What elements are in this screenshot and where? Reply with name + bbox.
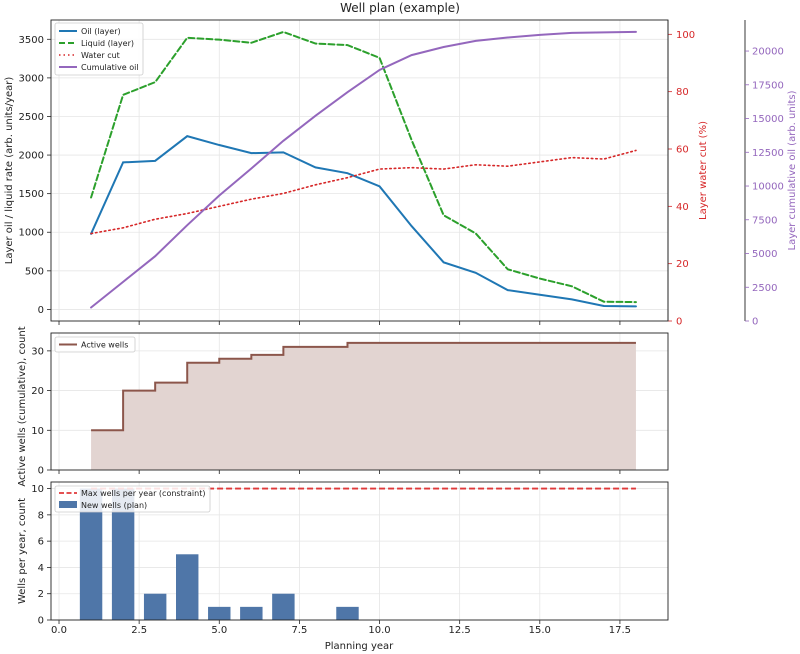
y-tick-label: 3500 <box>19 35 44 46</box>
figure-title: Well plan (example) <box>340 1 460 15</box>
right-axis-1-tick-label: 60 <box>676 145 689 156</box>
bar-year-6 <box>240 606 263 620</box>
right-axis-2-tick-label: 15000 <box>752 114 784 125</box>
legend-box <box>54 485 211 513</box>
right-axis-1-tick-label: 20 <box>676 259 689 270</box>
y-tick-label: 2 <box>38 589 44 600</box>
right-axis-1-tick-label: 0 <box>676 317 682 328</box>
y-tick-label: 0 <box>38 616 44 627</box>
x-tick-label: 12.5 <box>449 625 471 636</box>
right-axis-2-tick-label: 7500 <box>752 215 777 226</box>
y-tick-label: 2500 <box>19 112 44 123</box>
right-axis-2-tick-label: 2500 <box>752 283 777 294</box>
bar-year-9 <box>336 606 359 620</box>
y-tick-label: 4 <box>38 563 44 574</box>
legend-label: New wells (plan) <box>81 501 147 510</box>
panel-2-legend: Active wells <box>54 336 136 353</box>
active-wells-area <box>91 342 636 470</box>
series-line-1 <box>90 30 637 304</box>
legend-label: Liquid (layer) <box>81 39 134 48</box>
panel-2-frame <box>50 332 669 471</box>
y-tick-label: 0 <box>38 466 44 477</box>
x-axis-label: Planning year <box>325 641 394 652</box>
y-tick-label: 20 <box>31 386 44 397</box>
x-tick-label: 5.0 <box>211 625 227 636</box>
series-line-3 <box>90 30 637 309</box>
y-tick-label: 0 <box>38 305 44 316</box>
legend-label: Max wells per year (constraint) <box>81 489 205 498</box>
panel-3-frame <box>50 481 669 621</box>
bar-year-5 <box>208 606 231 620</box>
legend-box <box>54 336 136 353</box>
left-axis-label: Layer oil / liquid rate (arb. units/year… <box>4 77 15 265</box>
y-tick-label: 8 <box>38 510 44 521</box>
legend-label: Oil (layer) <box>81 27 121 36</box>
series-line-0 <box>90 135 637 308</box>
y-tick-label: 1000 <box>19 228 44 239</box>
y-tick-label: 500 <box>25 266 44 277</box>
right-axis-1-tick-label: 40 <box>676 202 689 213</box>
x-tick-label: 7.5 <box>291 625 307 636</box>
panel-1-legend: Oil (layer) Liquid (layer) Water cut Cumula… <box>54 22 144 76</box>
right-axis-1-tick-label: 100 <box>676 30 695 41</box>
bar-year-2 <box>111 488 135 620</box>
legend-swatch <box>59 501 77 508</box>
active-wells-step-line <box>91 341 636 432</box>
legend-box <box>54 22 144 76</box>
y-tick-label: 2000 <box>19 151 44 162</box>
x-tick-label: 10.0 <box>368 625 390 636</box>
panel-3-legend: Max wells per year (constraint) New wells… <box>54 485 211 513</box>
series-line-2 <box>90 149 637 235</box>
x-tick-label: 17.5 <box>609 625 631 636</box>
bar-year-3 <box>143 593 167 620</box>
bottom-y-axis-label: Wells per year, count <box>17 498 28 604</box>
bar-year-1 <box>79 488 103 620</box>
right-axis-2-tick-label: 17500 <box>752 80 784 91</box>
legend-label: Cumulative oil <box>81 63 139 72</box>
right-axis-1-tick-label: 80 <box>676 87 689 98</box>
panel-1-frame <box>50 19 669 322</box>
right-axis-2-tick-label: 5000 <box>752 249 777 260</box>
y-tick-label: 10 <box>31 484 44 495</box>
legend-label: Active wells <box>81 341 128 350</box>
right-axis-2-tick-label: 0 <box>752 317 758 328</box>
bar-year-4 <box>176 554 199 620</box>
y-tick-label: 30 <box>31 346 44 357</box>
x-tick-label: 0.0 <box>51 625 67 636</box>
x-tick-label: 15.0 <box>529 625 551 636</box>
x-tick-label: 2.5 <box>131 625 147 636</box>
bar-year-7 <box>272 593 295 620</box>
right-axis-2-label: Layer cumulative oil (arb. units) <box>787 90 798 250</box>
right-axis-2-tick-label: 20000 <box>752 47 784 58</box>
y-tick-label: 1500 <box>19 189 44 200</box>
y-tick-label: 3000 <box>19 73 44 84</box>
y-tick-label: 10 <box>31 426 44 437</box>
middle-y-axis-label: Active wells (cumulative), count <box>17 326 28 486</box>
right-axis-2-tick-label: 10000 <box>752 182 784 193</box>
legend-label: Water cut <box>81 51 120 60</box>
right-axis-1-label: Layer water cut (%) <box>698 121 709 220</box>
y-tick-label: 6 <box>38 537 44 548</box>
right-axis-2-tick-label: 12500 <box>752 148 784 159</box>
